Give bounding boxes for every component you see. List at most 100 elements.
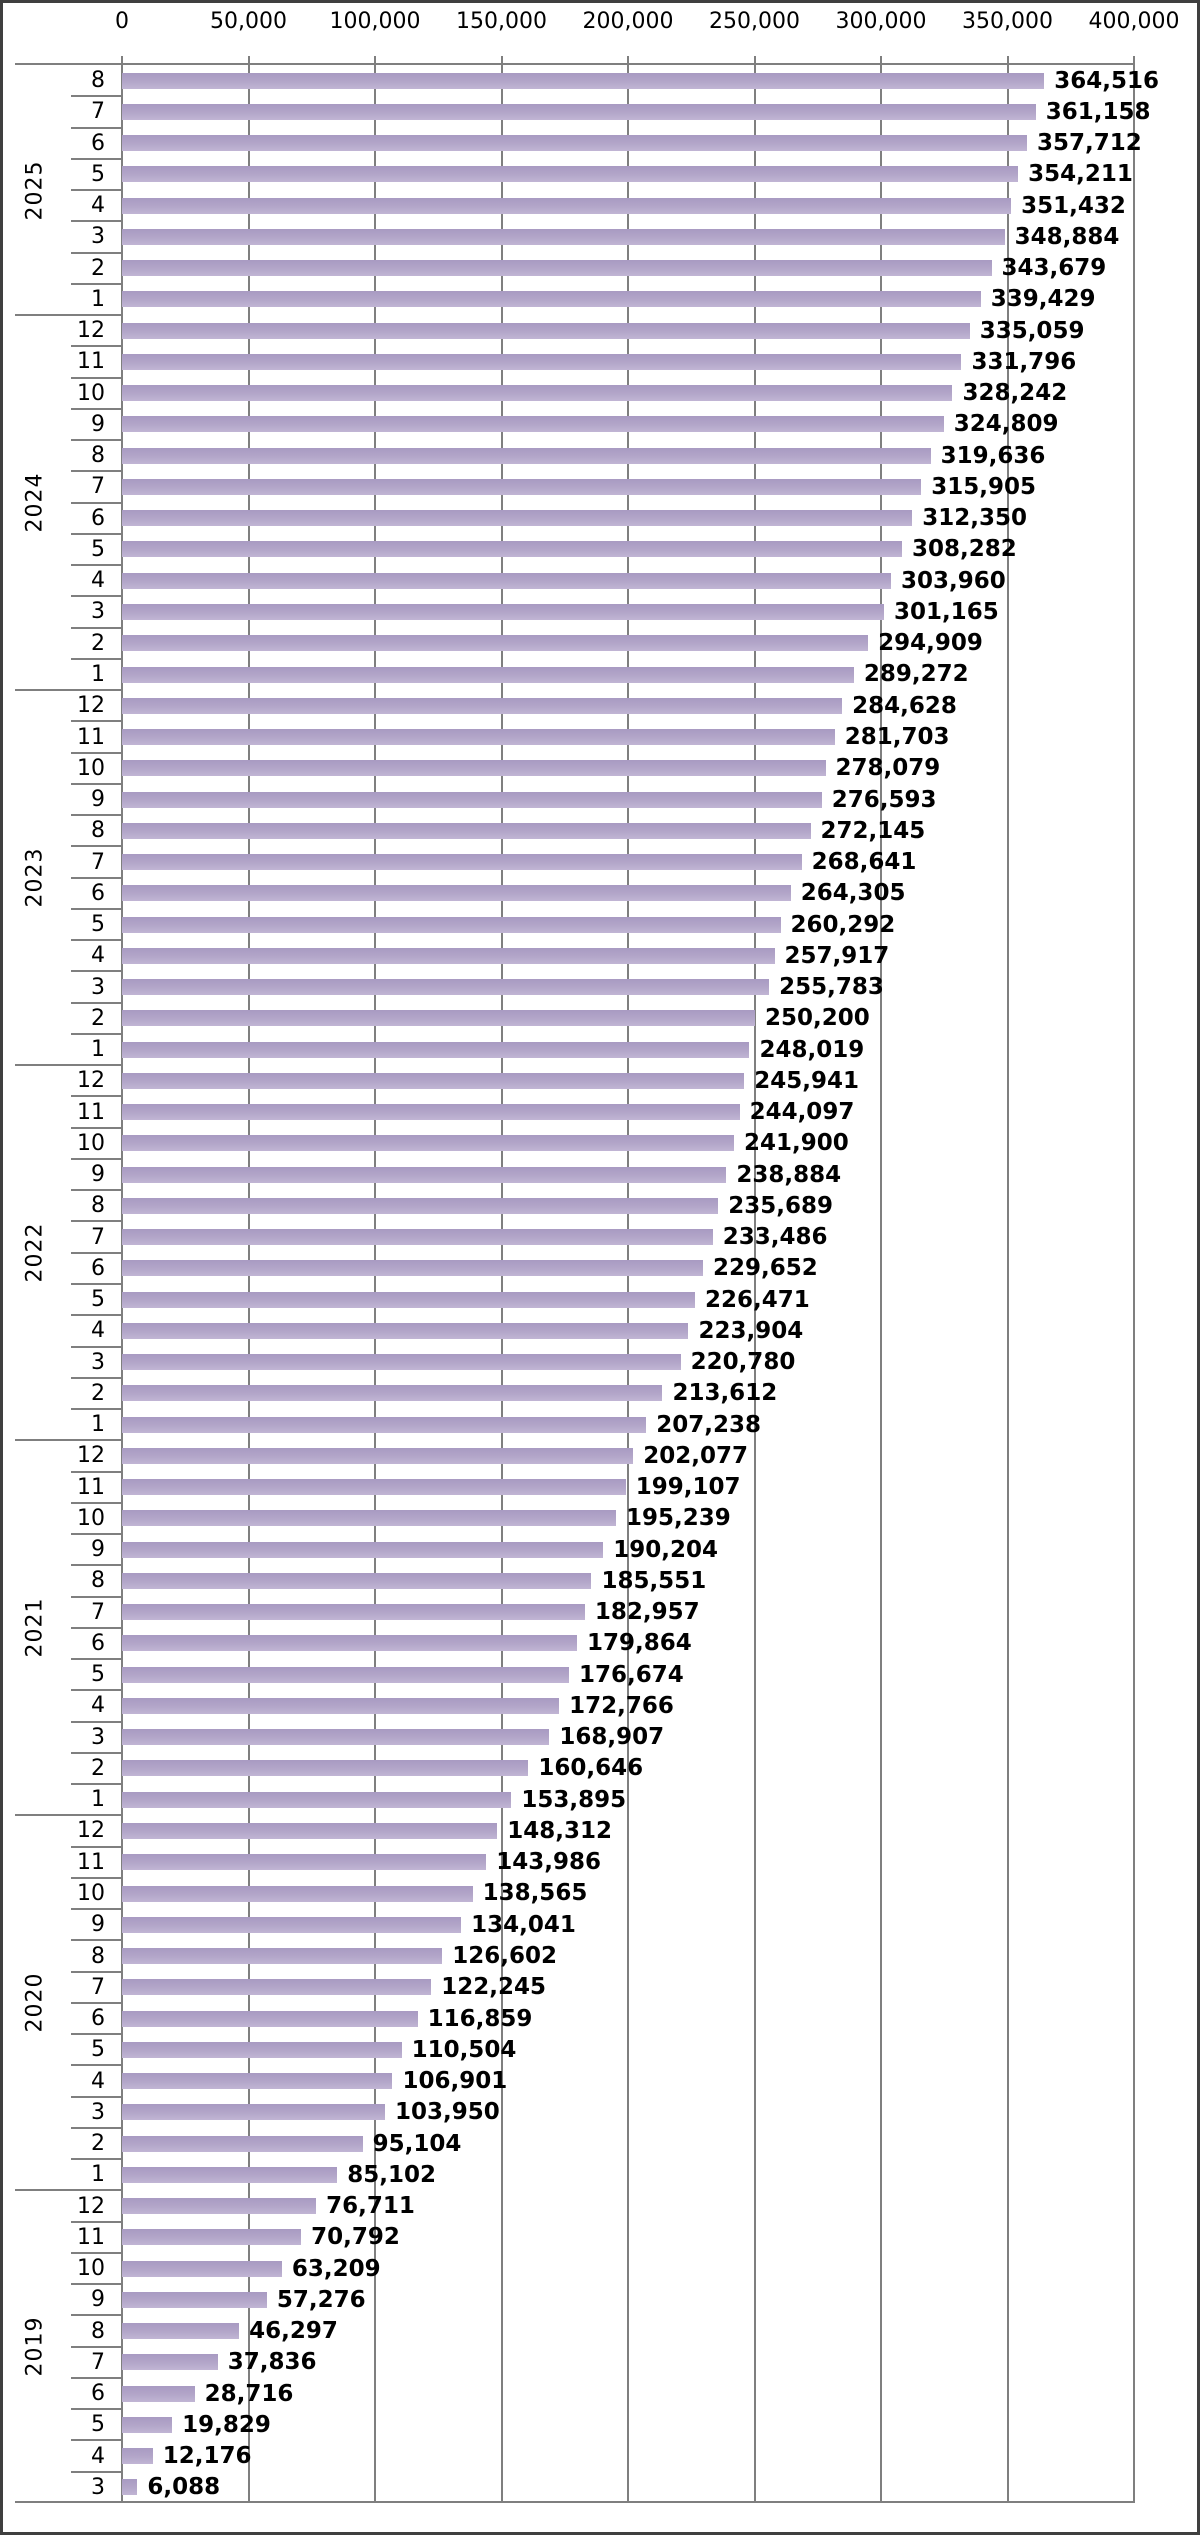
- data-bar: [122, 947, 775, 964]
- month-separator-line: [71, 1251, 122, 1254]
- data-bar: [122, 916, 781, 933]
- data-bar: [122, 729, 835, 745]
- month-separator-line: [71, 782, 122, 785]
- data-label: 312,350: [922, 505, 1027, 532]
- data-bar: [122, 822, 811, 839]
- month-axis-label: 3: [91, 2474, 105, 2500]
- month-separator-line: [71, 751, 122, 754]
- data-label: 235,689: [728, 1192, 834, 1219]
- month-separator-line: [71, 1751, 122, 1754]
- month-separator-line: [71, 2408, 122, 2411]
- month-separator-line: [71, 1564, 122, 1567]
- data-bar: [122, 1885, 473, 1902]
- data-label: 126,602: [452, 1943, 558, 1969]
- month-separator-line: [71, 1408, 122, 1411]
- month-axis-label: 10: [77, 755, 105, 781]
- value-gridline: [1006, 56, 1009, 2503]
- month-separator-line: [71, 376, 122, 379]
- month-axis-label: 2: [91, 630, 105, 656]
- month-separator-line: [71, 1876, 122, 1879]
- month-separator-line: [71, 1220, 122, 1223]
- month-axis-label: 11: [77, 349, 105, 375]
- data-label: 289,272: [863, 661, 969, 688]
- value-axis-tick-label: 200,000: [582, 9, 674, 34]
- month-axis-label: 3: [91, 2099, 105, 2125]
- data-label: 168,907: [559, 1724, 665, 1751]
- data-label: 276,593: [831, 786, 937, 813]
- month-separator-line: [71, 1032, 122, 1035]
- value-axis-tick-label: 400,000: [1088, 9, 1180, 34]
- data-label: 190,204: [613, 1536, 718, 1563]
- data-label: 106,901: [402, 2068, 508, 2095]
- data-label: 122,245: [441, 1974, 547, 2001]
- data-bar: [122, 1791, 512, 1808]
- month-axis-label: 9: [91, 1912, 105, 1938]
- data-bar: [122, 1541, 604, 1558]
- month-axis-label: 10: [77, 2256, 105, 2282]
- data-label: 264,305: [800, 880, 906, 907]
- month-axis-label: 9: [91, 411, 105, 437]
- month-separator-line: [71, 1501, 122, 1504]
- month-separator-line: [71, 1908, 122, 1911]
- month-separator-line: [71, 1376, 122, 1379]
- data-label: 46,297: [249, 2318, 338, 2345]
- year-separator-line: [15, 689, 122, 692]
- month-axis-label: 2: [91, 2131, 105, 2157]
- month-separator-line: [71, 564, 122, 567]
- month-separator-line: [71, 626, 122, 629]
- month-axis-label: 3: [91, 224, 105, 250]
- month-axis-label: 6: [91, 880, 105, 906]
- data-bar: [122, 228, 1005, 245]
- year-separator-line: [15, 314, 122, 317]
- month-axis-label: 5: [91, 2037, 105, 2063]
- data-label: 343,679: [1001, 255, 1107, 282]
- month-axis-label: 6: [91, 1630, 105, 1656]
- data-bar: [122, 2291, 267, 2308]
- value-axis-tick-label: 150,000: [456, 9, 547, 34]
- month-axis-label: 7: [91, 2349, 105, 2375]
- month-separator-line: [71, 2439, 122, 2442]
- month-axis-label: 12: [77, 318, 105, 344]
- month-separator-line: [71, 1720, 122, 1723]
- data-label: 229,652: [713, 1255, 818, 1282]
- data-label: 223,904: [698, 1317, 804, 1344]
- value-gridline: [121, 56, 123, 2503]
- month-axis-label: 1: [91, 661, 105, 687]
- month-axis-label: 7: [91, 1974, 105, 2000]
- data-bar: [122, 322, 970, 339]
- data-bar: [122, 2041, 402, 2058]
- data-bar: [122, 2385, 195, 2402]
- value-gridline: [374, 56, 376, 2503]
- value-axis-tick-label: 350,000: [962, 9, 1053, 34]
- data-label: 182,957: [594, 1599, 700, 1626]
- data-bar: [122, 1322, 689, 1339]
- month-separator-line: [71, 1283, 122, 1285]
- data-bar: [122, 260, 992, 277]
- data-bar: [122, 1260, 704, 1277]
- data-bar: [122, 1291, 695, 1308]
- month-separator-line: [71, 2314, 122, 2317]
- data-bar: [122, 72, 1045, 89]
- month-axis-label: 4: [91, 2443, 105, 2469]
- data-label: 226,471: [704, 1286, 810, 1313]
- month-separator-line: [71, 2251, 122, 2254]
- data-label: 278,079: [835, 755, 941, 782]
- month-axis-label: 9: [91, 787, 105, 813]
- month-separator-line: [71, 2376, 122, 2379]
- data-bar: [122, 1354, 681, 1371]
- data-label: 134,041: [471, 1911, 576, 1938]
- month-axis-label: 11: [77, 1849, 105, 1875]
- month-axis-label: 5: [91, 536, 105, 562]
- data-label: 202,077: [643, 1442, 749, 1469]
- month-separator-line: [71, 2001, 122, 2004]
- data-label: 308,282: [911, 536, 1017, 563]
- month-separator-line: [71, 95, 122, 98]
- data-label: 19,829: [182, 2411, 271, 2438]
- data-label: 103,950: [394, 2099, 500, 2126]
- data-label: 245,941: [754, 1067, 859, 1094]
- data-label: 116,859: [427, 2005, 533, 2032]
- year-separator-line: [15, 1064, 122, 1067]
- value-gridline: [753, 56, 756, 2503]
- data-label: 257,917: [784, 942, 890, 969]
- plot-bottom-border: [15, 2501, 1134, 2503]
